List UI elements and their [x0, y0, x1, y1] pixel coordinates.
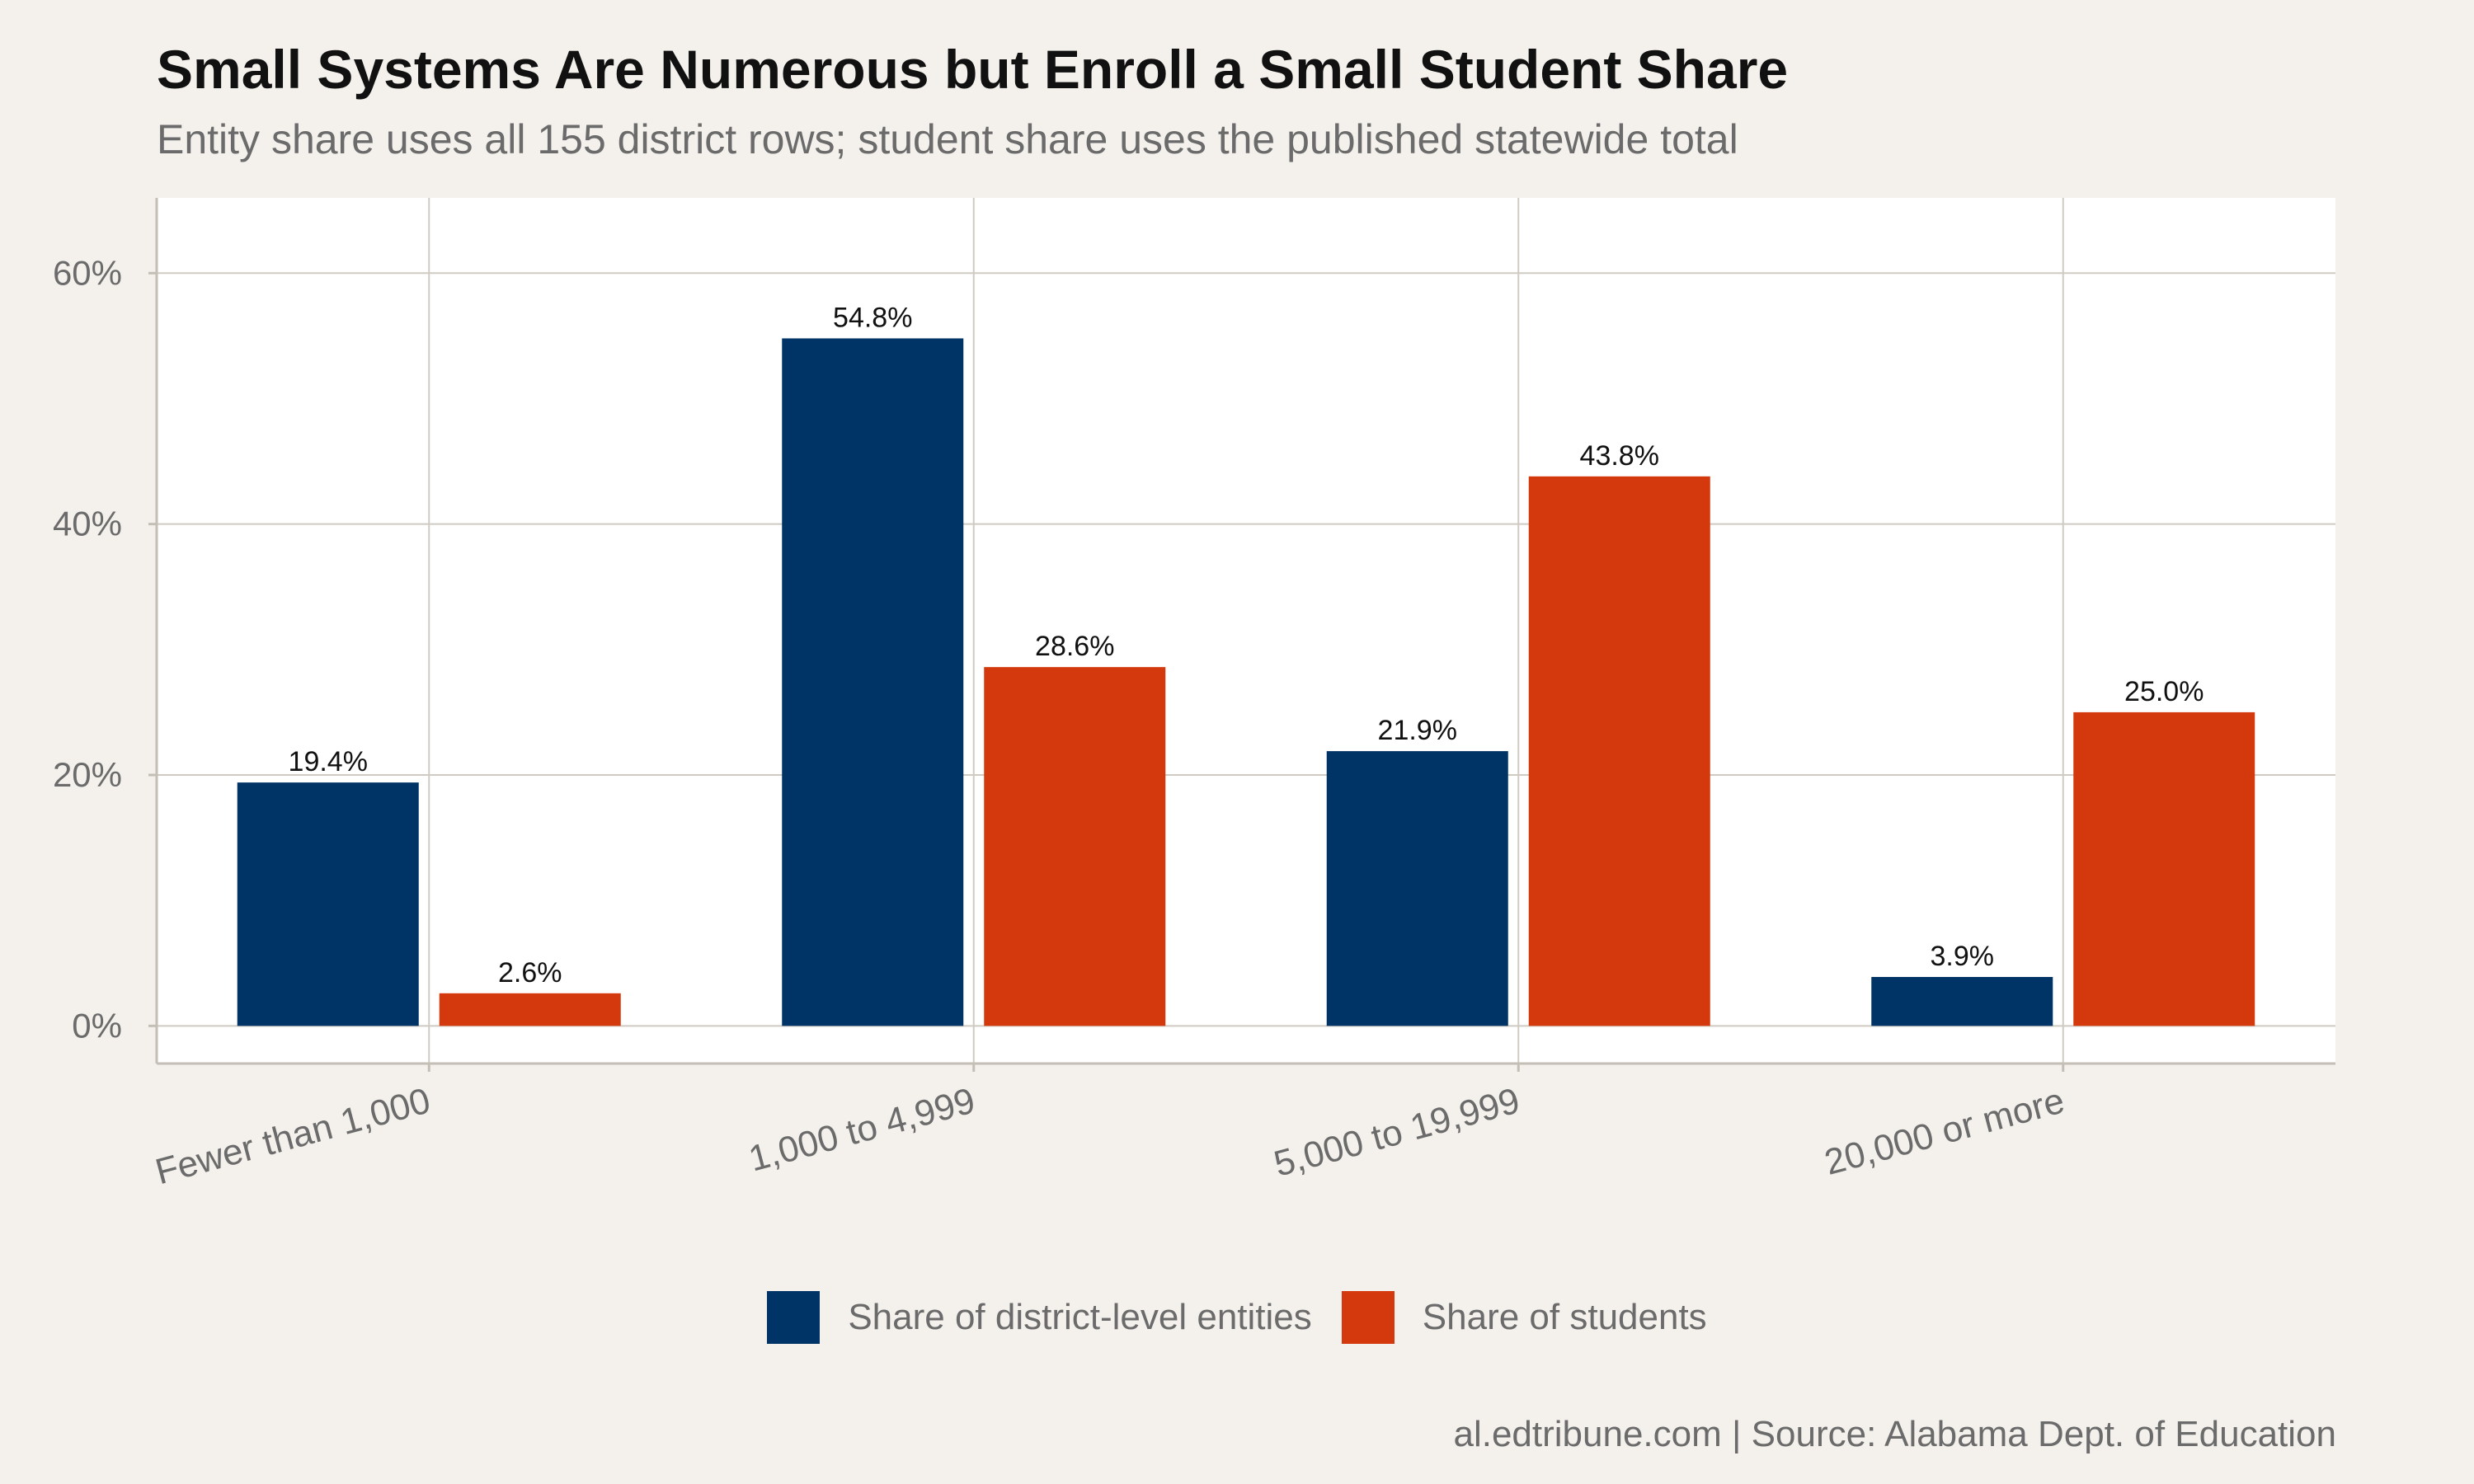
data-label: 21.9% — [1378, 715, 1457, 746]
bar — [1326, 751, 1508, 1026]
data-label: 28.6% — [1035, 631, 1114, 662]
legend: Share of district-level entities Share o… — [0, 1291, 2474, 1344]
x-tick-label: 20,000 or more — [1820, 1080, 2068, 1183]
legend-label-students: Share of students — [1422, 1297, 1707, 1337]
plot-background — [157, 198, 2335, 1064]
x-tick-label: 5,000 to 19,999 — [1270, 1080, 1524, 1184]
legend-label-entities: Share of district-level entities — [848, 1297, 1312, 1337]
y-tick-label: 20% — [53, 755, 122, 794]
data-label: 19.4% — [289, 746, 368, 777]
bar — [1871, 977, 2053, 1026]
x-tick-label: Fewer than 1,000 — [151, 1080, 434, 1192]
data-label: 3.9% — [1931, 941, 1995, 972]
data-label: 25.0% — [2124, 676, 2204, 707]
data-label: 43.8% — [1580, 440, 1659, 472]
bar — [2073, 711, 2255, 1026]
data-label: 2.6% — [498, 957, 562, 989]
legend-item-students: Share of students — [1341, 1291, 1707, 1344]
bar — [1528, 476, 1710, 1026]
legend-swatch-entities — [767, 1291, 821, 1344]
bar — [984, 667, 1166, 1026]
y-tick-label: 0% — [72, 1006, 122, 1045]
x-tick-label: 1,000 to 4,999 — [745, 1080, 979, 1179]
chart-caption: al.edtribune.com | Source: Alabama Dept.… — [1453, 1414, 2336, 1454]
chart-title: Small Systems Are Numerous but Enroll a … — [157, 39, 1789, 100]
legend-swatch-students — [1341, 1291, 1395, 1344]
legend-item-entities: Share of district-level entities — [767, 1291, 1312, 1344]
data-label: 54.8% — [833, 302, 912, 333]
bar — [782, 338, 964, 1026]
bar — [439, 993, 621, 1026]
y-tick-label: 60% — [53, 253, 122, 292]
y-tick-label: 40% — [53, 505, 122, 543]
chart-subtitle: Entity share uses all 155 district rows;… — [157, 116, 1738, 162]
bar — [237, 782, 419, 1026]
